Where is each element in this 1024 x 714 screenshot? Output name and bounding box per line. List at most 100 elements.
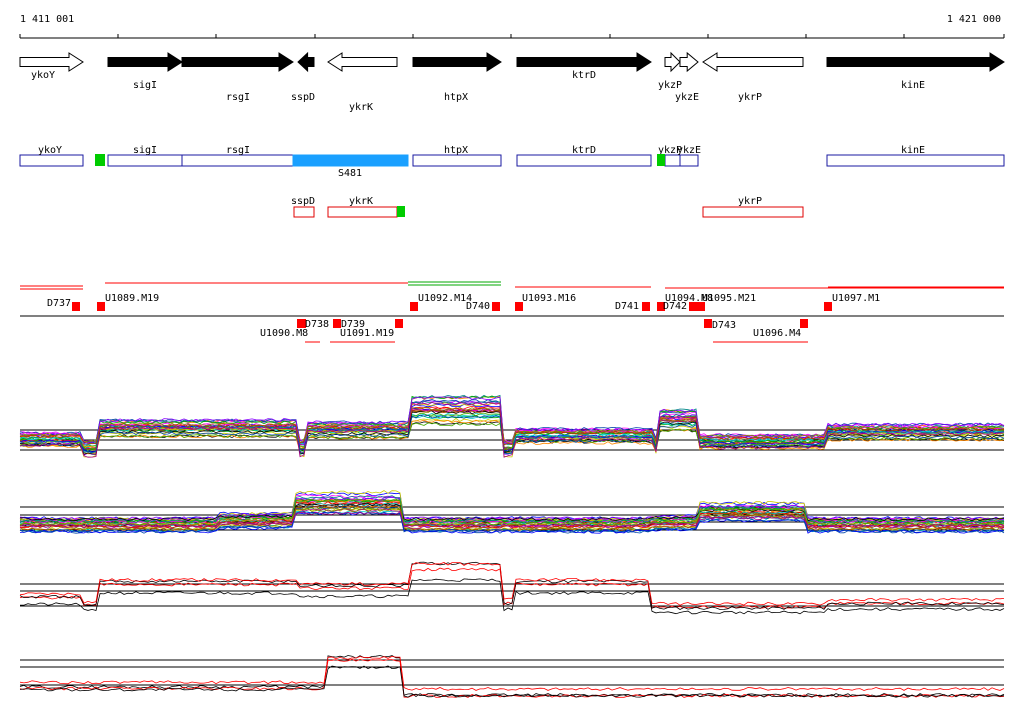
annotation-box-ykzP[interactable] (664, 154, 681, 167)
segment-label-U1090.M8: U1090.M8 (260, 328, 308, 339)
gene-arrow-ykrK[interactable] (327, 52, 398, 72)
gene-label-ykrK: ykrK (349, 102, 373, 113)
gene-label-ykoY: ykoY (31, 70, 55, 81)
marker-box (397, 206, 405, 217)
segment-label-D739: D739 (341, 319, 365, 330)
segment-marker-D743[interactable] (704, 319, 712, 328)
segment-marker-U1095.M21[interactable] (697, 302, 705, 311)
annotation-label-rsgI: rsgI (226, 145, 250, 156)
segment-label-D743: D743 (712, 320, 736, 331)
gene-arrow-ykoY[interactable] (19, 52, 84, 72)
profile-trace (19, 665, 1005, 698)
segment-label-U1093.M16: U1093.M16 (522, 293, 576, 304)
segment-marker-U1096.M4[interactable] (800, 319, 808, 328)
gene-arrow-rsgI[interactable] (181, 52, 294, 72)
segment-label-U1097.M1: U1097.M1 (832, 293, 880, 304)
gene-arrow-ykzP[interactable] (664, 51, 681, 73)
gene-label-kinE: kinE (901, 80, 925, 91)
gene-label-ykzP: ykzP (658, 80, 682, 91)
profile-trace (19, 403, 1005, 453)
gene-label-sspD: sspD (291, 92, 315, 103)
gene-label-ykrP: ykrP (738, 92, 762, 103)
segment-label-U1092.M14: U1092.M14 (418, 293, 472, 304)
profile-trace (20, 578, 1005, 615)
profile-panel-1 (19, 394, 1005, 458)
segment-label-D737: D737 (47, 298, 71, 309)
segment-marker-D740[interactable] (492, 302, 500, 311)
minus-strand-annotation-track: sspD ykrK ykrP (291, 196, 804, 218)
gene-arrow-ykrP[interactable] (702, 52, 804, 72)
annotation-box-ktrD[interactable] (516, 154, 652, 167)
segment-label-U1089.M19: U1089.M19 (105, 293, 159, 304)
profile-trace (19, 561, 1005, 610)
annotation-label-sspD: sspD (291, 196, 315, 207)
annotation-label-ykzE: ykzE (677, 145, 701, 156)
profile-panel-2 (19, 490, 1005, 534)
annotation-label-S481: S481 (338, 168, 362, 179)
segment-marker-D739[interactable] (333, 319, 341, 328)
coord-end-label: 1 421 000 (947, 14, 1001, 25)
gene-arrow-kinE[interactable] (826, 52, 1005, 72)
profile-trace (19, 511, 1005, 528)
annotation-label-sigI: sigI (133, 145, 157, 156)
segment-marker-D742[interactable] (689, 302, 697, 311)
segment-marker-U1097.M1[interactable] (824, 302, 832, 311)
annotation-box-sigI[interactable] (107, 154, 183, 167)
profile-trace (19, 490, 1005, 522)
annotation-box-kinE[interactable] (826, 154, 1005, 167)
segment-marker-U1089.M19[interactable] (97, 302, 105, 311)
profile-trace (19, 655, 1005, 697)
gene-label-ykzE: ykzE (675, 92, 699, 103)
segment-label-U1096.M4: U1096.M4 (753, 328, 801, 339)
marker-box (657, 154, 665, 166)
annotation-box-ykrP[interactable] (702, 206, 804, 218)
segment-label-U1095.M21: U1095.M21 (702, 293, 756, 304)
profile-trace (19, 658, 1005, 698)
gene-arrow-sspD[interactable] (297, 51, 315, 73)
annotation-label-ykoY: ykoY (38, 145, 62, 156)
profile-trace (19, 492, 1005, 521)
profile-trace (19, 422, 1005, 451)
profile-trace (19, 498, 1005, 526)
annotation-box-S481[interactable] (292, 154, 409, 167)
gene-arrow-htpX[interactable] (412, 52, 502, 72)
coordinate-ruler: 1 411 001 1 421 000 (19, 14, 1005, 39)
segment-marker-U1091.M19[interactable] (395, 319, 403, 328)
gene-label-htpX: htpX (444, 92, 468, 103)
segment-label-D740: D740 (466, 301, 490, 312)
gene-arrow-ykzE[interactable] (679, 51, 699, 73)
profile-trace (19, 414, 1005, 454)
annotation-label-ykrK: ykrK (349, 196, 373, 207)
segment-label-U1091.M19: U1091.M19 (340, 328, 394, 339)
profile-trace (19, 409, 1005, 446)
profile-trace (19, 511, 1005, 533)
annotation-box-ykrK[interactable] (327, 206, 398, 218)
profile-trace (19, 402, 1005, 458)
profile-trace (19, 511, 1005, 534)
segment-label-D738: D738 (305, 319, 329, 330)
profile-trace (19, 496, 1005, 521)
profile-trace (19, 407, 1005, 444)
annotation-label-htpX: htpX (444, 145, 468, 156)
profile-trace (19, 495, 1005, 523)
segment-marker-U1092.M14[interactable] (410, 302, 418, 311)
annotation-box-htpX[interactable] (412, 154, 502, 167)
annotation-label-kinE: kinE (901, 145, 925, 156)
segment-marker-U1093.M16[interactable] (515, 302, 523, 311)
annotation-box-sspD[interactable] (293, 206, 315, 218)
gene-arrow-sigI[interactable] (107, 52, 183, 72)
profile-trace (19, 567, 1005, 609)
profile-trace (19, 562, 1005, 606)
segment-label-U1094.M8: U1094.M8 (665, 293, 713, 304)
annotation-box-ykoY[interactable] (19, 154, 84, 167)
segment-marker-U1094.M8[interactable] (657, 302, 665, 311)
annotation-box-rsgI[interactable] (181, 154, 294, 167)
segment-marker-D741[interactable] (642, 302, 650, 311)
segment-marker-D737[interactable] (72, 302, 80, 311)
gene-arrow-ktrD[interactable] (516, 52, 652, 72)
annotation-box-ykzE[interactable] (679, 154, 699, 167)
segment-marker-D738[interactable] (297, 319, 305, 328)
profile-trace (19, 401, 1005, 458)
